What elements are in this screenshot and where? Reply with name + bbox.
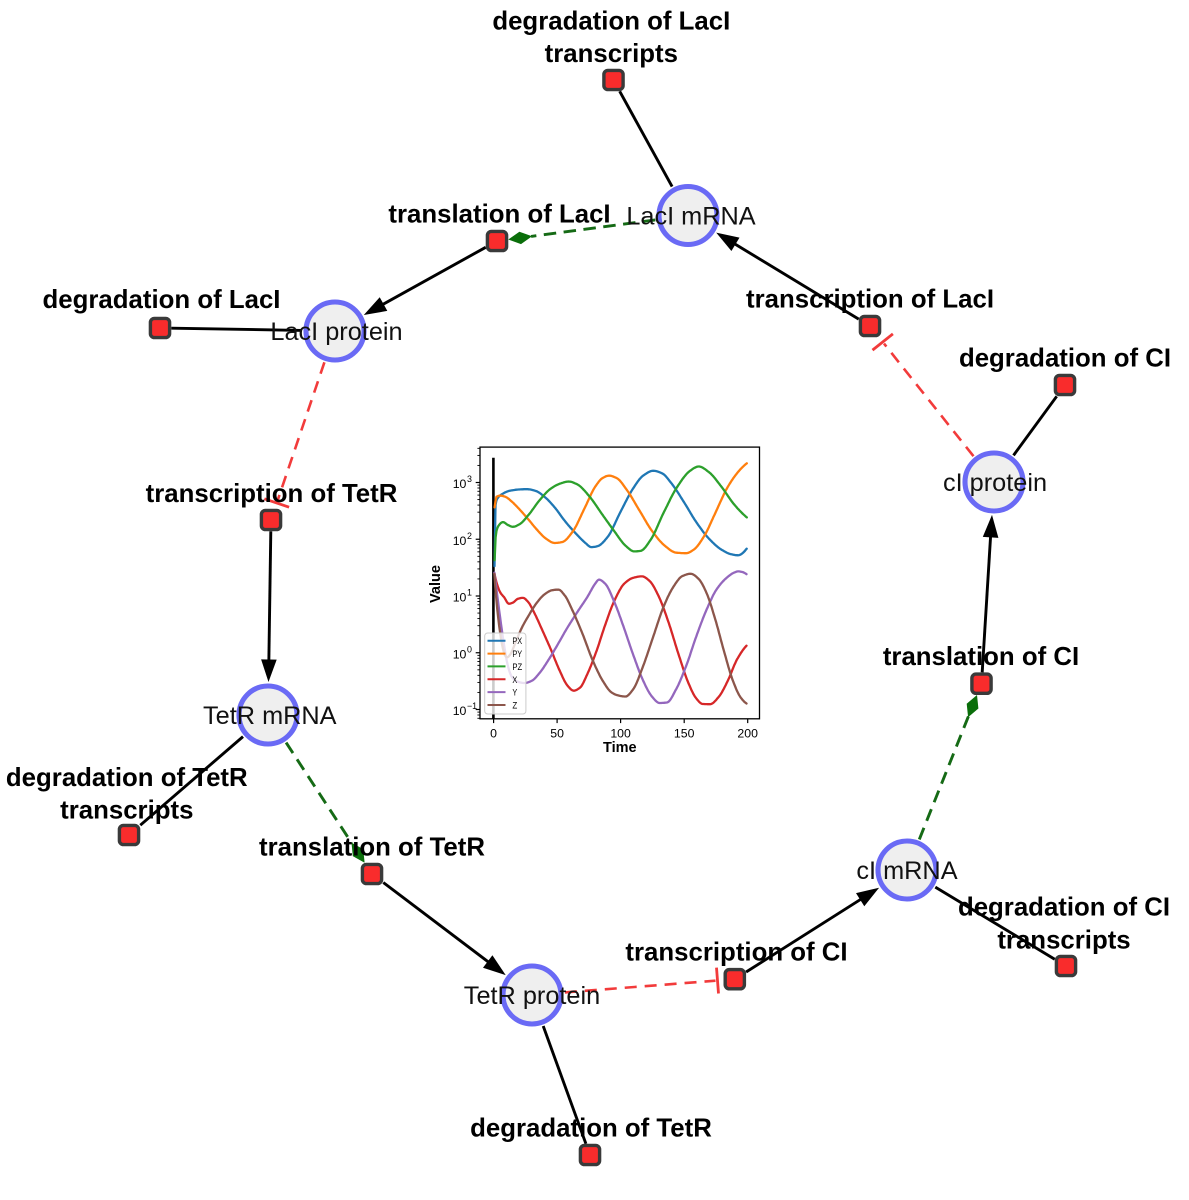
svg-text:cI protein: cI protein [943,469,1047,497]
svg-text:PY: PY [512,649,522,660]
svg-text:0: 0 [467,645,472,655]
svg-text:−1: −1 [467,701,477,711]
svg-text:cI mRNA: cI mRNA [856,857,957,885]
svg-text:degradation of LacI: degradation of LacI [43,286,281,314]
svg-text:Time: Time [603,740,637,756]
svg-text:LacI protein: LacI protein [270,318,402,346]
svg-text:X: X [512,675,517,686]
svg-text:TetR mRNA: TetR mRNA [203,702,337,730]
svg-text:degradation of TetR: degradation of TetR [470,1115,712,1143]
svg-text:2: 2 [467,531,472,541]
svg-text:degradation of CI: degradation of CI [958,894,1170,922]
svg-text:translation of CI: translation of CI [883,643,1079,671]
svg-text:150: 150 [674,727,695,741]
svg-text:degradation of CI: degradation of CI [959,345,1171,373]
svg-text:LacI mRNA: LacI mRNA [626,203,755,231]
svg-text:degradation of LacI: degradation of LacI [492,8,730,36]
svg-text:PZ: PZ [512,662,522,673]
svg-text:TetR protein: TetR protein [464,982,600,1010]
svg-text:Y: Y [512,688,517,699]
svg-text:transcription of LacI: transcription of LacI [746,286,994,314]
svg-text:PX: PX [512,636,522,647]
svg-text:1: 1 [467,588,472,598]
svg-text:degradation of TetR: degradation of TetR [6,764,248,792]
svg-text:10: 10 [453,648,467,662]
svg-text:translation of LacI: translation of LacI [388,201,610,229]
svg-text:0: 0 [490,727,497,741]
svg-text:translation of TetR: translation of TetR [259,834,485,862]
svg-text:transcription of CI: transcription of CI [625,939,847,967]
svg-text:transcripts: transcripts [997,926,1130,954]
svg-text:100: 100 [610,727,631,741]
svg-text:10: 10 [453,704,467,718]
svg-text:10: 10 [453,534,467,548]
svg-text:transcription of TetR: transcription of TetR [146,480,398,508]
svg-text:3: 3 [467,474,472,484]
svg-text:10: 10 [453,477,467,491]
svg-text:50: 50 [550,727,564,741]
svg-text:10: 10 [453,591,467,605]
svg-text:200: 200 [737,727,758,741]
svg-text:transcripts: transcripts [60,797,193,825]
svg-text:Z: Z [512,701,517,712]
svg-text:Value: Value [428,565,444,603]
svg-text:transcripts: transcripts [545,40,678,68]
